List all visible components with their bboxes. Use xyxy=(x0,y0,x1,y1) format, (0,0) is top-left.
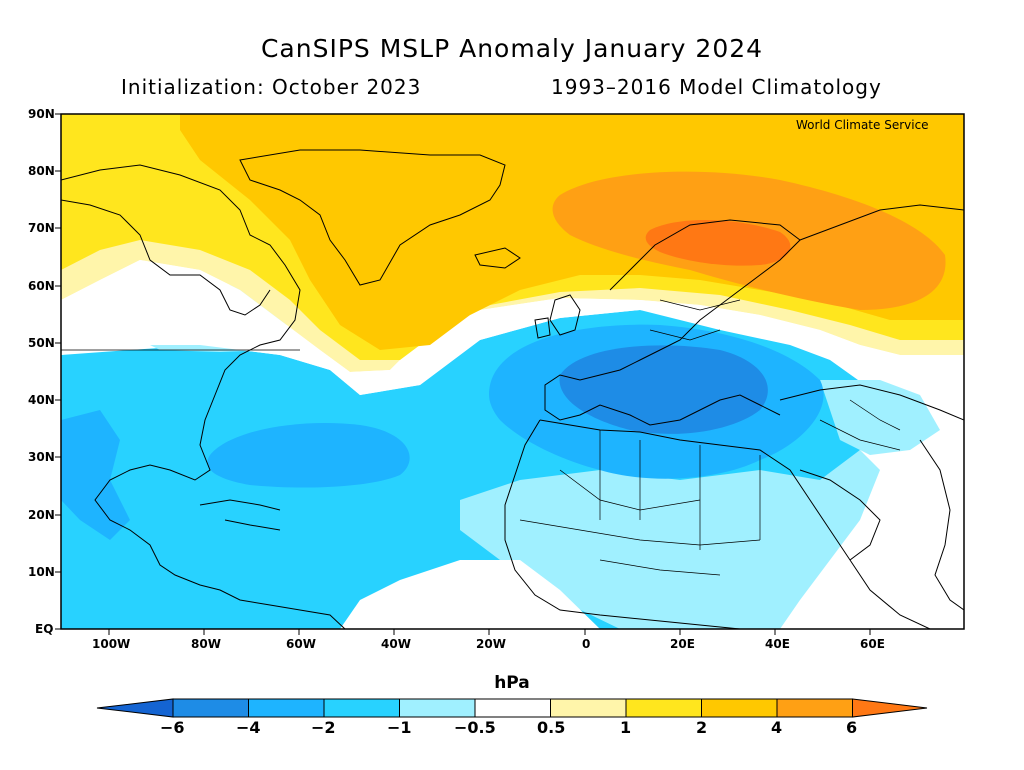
colorbar-bin-3 xyxy=(323,698,400,718)
chart-title: CanSIPS MSLP Anomaly January 2024 xyxy=(260,34,764,63)
colorbar-tick-label: 1 xyxy=(620,718,632,737)
light-negative-region-africa xyxy=(460,450,880,629)
lat-label: 20N xyxy=(28,508,55,522)
lon-label: 40W xyxy=(381,637,411,651)
colorbar-bin-0 xyxy=(96,698,174,718)
lon-label: 20E xyxy=(670,637,695,651)
colorbar-tick-label: 2 xyxy=(696,718,708,737)
colorbar-tick-label: 6 xyxy=(846,718,858,737)
borders xyxy=(61,299,901,576)
western-atlantic-low xyxy=(207,423,410,488)
lon-label: 60E xyxy=(860,637,885,651)
colorbar-bin-9 xyxy=(776,698,853,718)
scandinavia-high-core xyxy=(645,220,791,266)
colorbar-tick-label: −0.5 xyxy=(454,718,496,737)
lon-label: 80W xyxy=(191,637,221,651)
lat-label: 60N xyxy=(28,279,55,293)
unit-label: hPa xyxy=(494,673,530,693)
lon-label: 100W xyxy=(92,637,131,651)
lat-label: 40N xyxy=(28,393,55,407)
credit-label: World Climate Service xyxy=(796,118,929,132)
lat-label: 70N xyxy=(28,221,55,235)
colorbar-tick-label: −1 xyxy=(387,718,412,737)
colorbar-tick-label: −6 xyxy=(160,718,185,737)
colorbar-bin-1 xyxy=(172,698,249,718)
colorbar xyxy=(96,698,928,718)
axis-ticks xyxy=(55,113,871,635)
mediterranean-low-core xyxy=(559,345,768,434)
map-frame xyxy=(60,113,965,630)
neutral-band xyxy=(61,260,964,395)
colorbar-bin-6 xyxy=(550,698,627,718)
colorbar-bin-4 xyxy=(399,698,476,718)
colorbar-bin-10 xyxy=(852,698,928,718)
colorbar-tick-label: −4 xyxy=(236,718,261,737)
colorbar-bin-8 xyxy=(701,698,778,718)
lat-label: 50N xyxy=(28,336,55,350)
lon-label: 20W xyxy=(476,637,506,651)
lat-label: 30N xyxy=(28,450,55,464)
climatology-label: 1993–2016 Model Climatology xyxy=(551,75,882,99)
colorbar-bin-5 xyxy=(474,698,551,718)
lat-label: EQ xyxy=(35,622,54,636)
colorbar-tick-label: −2 xyxy=(311,718,336,737)
colorbar-bin-2 xyxy=(248,698,325,718)
lat-label: 90N xyxy=(28,107,55,121)
anomaly-fill xyxy=(61,114,964,629)
lon-label: 0 xyxy=(582,637,591,651)
gulf-coast-low xyxy=(61,410,130,540)
lon-label: 40E xyxy=(765,637,790,651)
lon-label: 60W xyxy=(286,637,316,651)
coastlines xyxy=(61,149,964,629)
lat-label: 80N xyxy=(28,164,55,178)
colorbar-tick-label: 0.5 xyxy=(537,718,566,737)
lat-label: 10N xyxy=(28,565,55,579)
colorbar-bin-7 xyxy=(625,698,702,718)
colorbar-tick-label: 4 xyxy=(771,718,783,737)
neutral-tropical-atlantic xyxy=(340,560,600,629)
initialization-label: Initialization: October 2023 xyxy=(121,75,422,99)
